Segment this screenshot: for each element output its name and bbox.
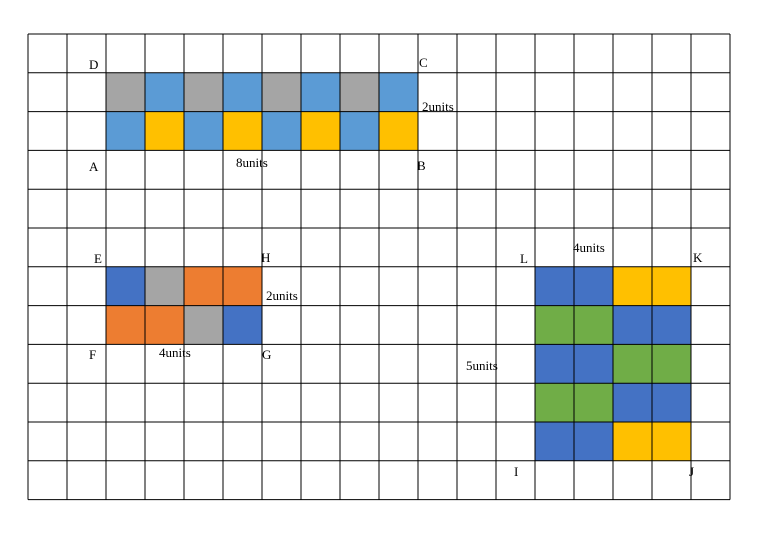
tile-yellow — [379, 111, 418, 151]
vertex-label-l: L — [520, 251, 528, 266]
tile-green — [574, 305, 613, 345]
vertex-label-d: D — [89, 57, 98, 72]
rect-ijkl-width-label: 4units — [573, 240, 605, 255]
vertex-label-k: K — [693, 250, 703, 265]
tile-dark-blue — [652, 383, 691, 422]
tile-dark-blue — [613, 305, 652, 345]
rectangle-abcd-tiles — [106, 72, 418, 151]
tile-dark-blue — [535, 266, 574, 306]
tile-dark-blue — [535, 344, 574, 384]
tile-light-blue — [184, 111, 223, 151]
tile-yellow — [652, 266, 691, 306]
tile-light-blue — [301, 72, 340, 112]
tile-dark-blue — [223, 305, 262, 345]
tile-dark-blue — [652, 305, 691, 345]
tile-light-blue — [379, 72, 418, 112]
tile-orange — [106, 305, 145, 345]
tile-yellow — [613, 422, 652, 461]
tile-green — [535, 305, 574, 345]
vertex-label-i: I — [514, 464, 518, 479]
rect-abcd-height-label: 2units — [422, 99, 454, 114]
tile-dark-blue — [106, 266, 145, 306]
rectangle-ijkl-tiles — [535, 266, 691, 461]
tile-dark-blue — [574, 344, 613, 384]
vertex-label-a: A — [89, 159, 99, 174]
vertex-label-h: H — [261, 250, 270, 265]
tile-yellow — [613, 266, 652, 306]
rect-efgh-height-label: 2units — [266, 288, 298, 303]
tile-light-blue — [223, 72, 262, 112]
tile-light-blue — [145, 72, 184, 112]
tile-green — [535, 383, 574, 422]
vertex-label-b: B — [417, 158, 426, 173]
tile-gray — [145, 266, 184, 306]
tile-dark-blue — [574, 422, 613, 461]
vertex-label-c: C — [419, 55, 428, 70]
tile-light-blue — [340, 111, 379, 151]
tile-light-blue — [262, 111, 301, 151]
rect-ijkl-height-label: 5units — [466, 358, 498, 373]
tile-yellow — [223, 111, 262, 151]
vertex-label-g: G — [262, 347, 271, 362]
tile-orange — [184, 266, 223, 306]
tile-gray — [262, 72, 301, 112]
tile-yellow — [301, 111, 340, 151]
tile-dark-blue — [535, 422, 574, 461]
grid-lines — [27, 33, 731, 501]
tile-gray — [184, 72, 223, 112]
tile-gray — [184, 305, 223, 345]
rect-abcd-width-label: 8units — [236, 155, 268, 170]
tile-gray — [340, 72, 379, 112]
tile-gray — [106, 72, 145, 112]
rectangle-efgh-tiles — [106, 266, 262, 345]
tile-orange — [145, 305, 184, 345]
vertex-label-f: F — [89, 347, 96, 362]
tile-green — [574, 383, 613, 422]
tile-yellow — [145, 111, 184, 151]
rect-efgh-width-label: 4units — [159, 345, 191, 360]
tile-orange — [223, 266, 262, 306]
vertex-label-j: J — [689, 464, 694, 479]
tile-dark-blue — [613, 383, 652, 422]
tile-green — [652, 344, 691, 384]
tile-yellow — [652, 422, 691, 461]
tile-light-blue — [106, 111, 145, 151]
tile-dark-blue — [574, 266, 613, 306]
vertex-label-e: E — [94, 251, 102, 266]
tile-green — [613, 344, 652, 384]
